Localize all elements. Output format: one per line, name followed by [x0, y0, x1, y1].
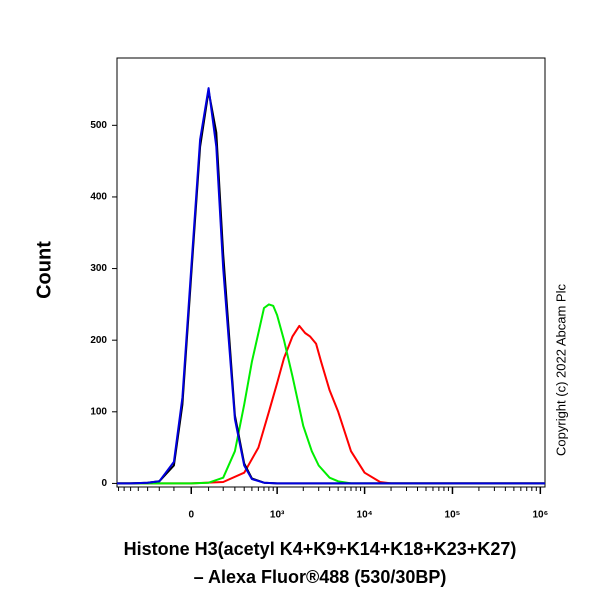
x-tick-label: 10³	[270, 510, 285, 521]
copyright: Copyright (c) 2022 Abcam Plc	[553, 284, 568, 456]
x-tick-label: 10⁴	[357, 510, 373, 521]
y-tick-label: 500	[90, 120, 107, 131]
plot-frame	[116, 57, 546, 488]
x-tick-label: 10⁶	[532, 510, 548, 521]
histogram-line	[117, 303, 545, 485]
x-axis-label: Histone H3(acetyl K4+K9+K14+K18+K23+K27)	[124, 539, 517, 559]
histogram-line	[117, 87, 545, 485]
y-axis-label: Count	[33, 241, 55, 299]
histogram-line	[117, 324, 545, 485]
x-tick-label: 10⁵	[445, 510, 461, 521]
x-axis-label: – Alexa Fluor®488 (530/30BP)	[194, 567, 447, 587]
x-tick-label: 0	[188, 510, 194, 521]
y-tick-label: 100	[90, 406, 107, 417]
y-tick-label: 200	[90, 335, 107, 346]
y-tick-label: 300	[90, 263, 107, 274]
y-tick-label: 0	[101, 478, 107, 489]
y-tick-label: 400	[90, 192, 107, 203]
